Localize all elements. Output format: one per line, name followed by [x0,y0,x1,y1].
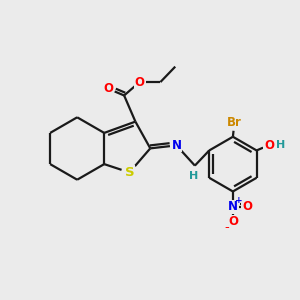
Text: -: - [224,221,229,234]
Text: O: O [243,200,253,213]
Text: S: S [125,166,134,179]
Text: N: N [228,200,238,213]
Text: O: O [135,76,145,88]
Text: +: + [235,196,243,205]
Text: Br: Br [227,116,242,129]
Text: O: O [104,82,114,95]
Text: H: H [276,140,285,150]
Text: N: N [171,139,182,152]
Text: O: O [228,215,238,228]
Text: H: H [189,171,198,181]
Text: O: O [264,139,274,152]
